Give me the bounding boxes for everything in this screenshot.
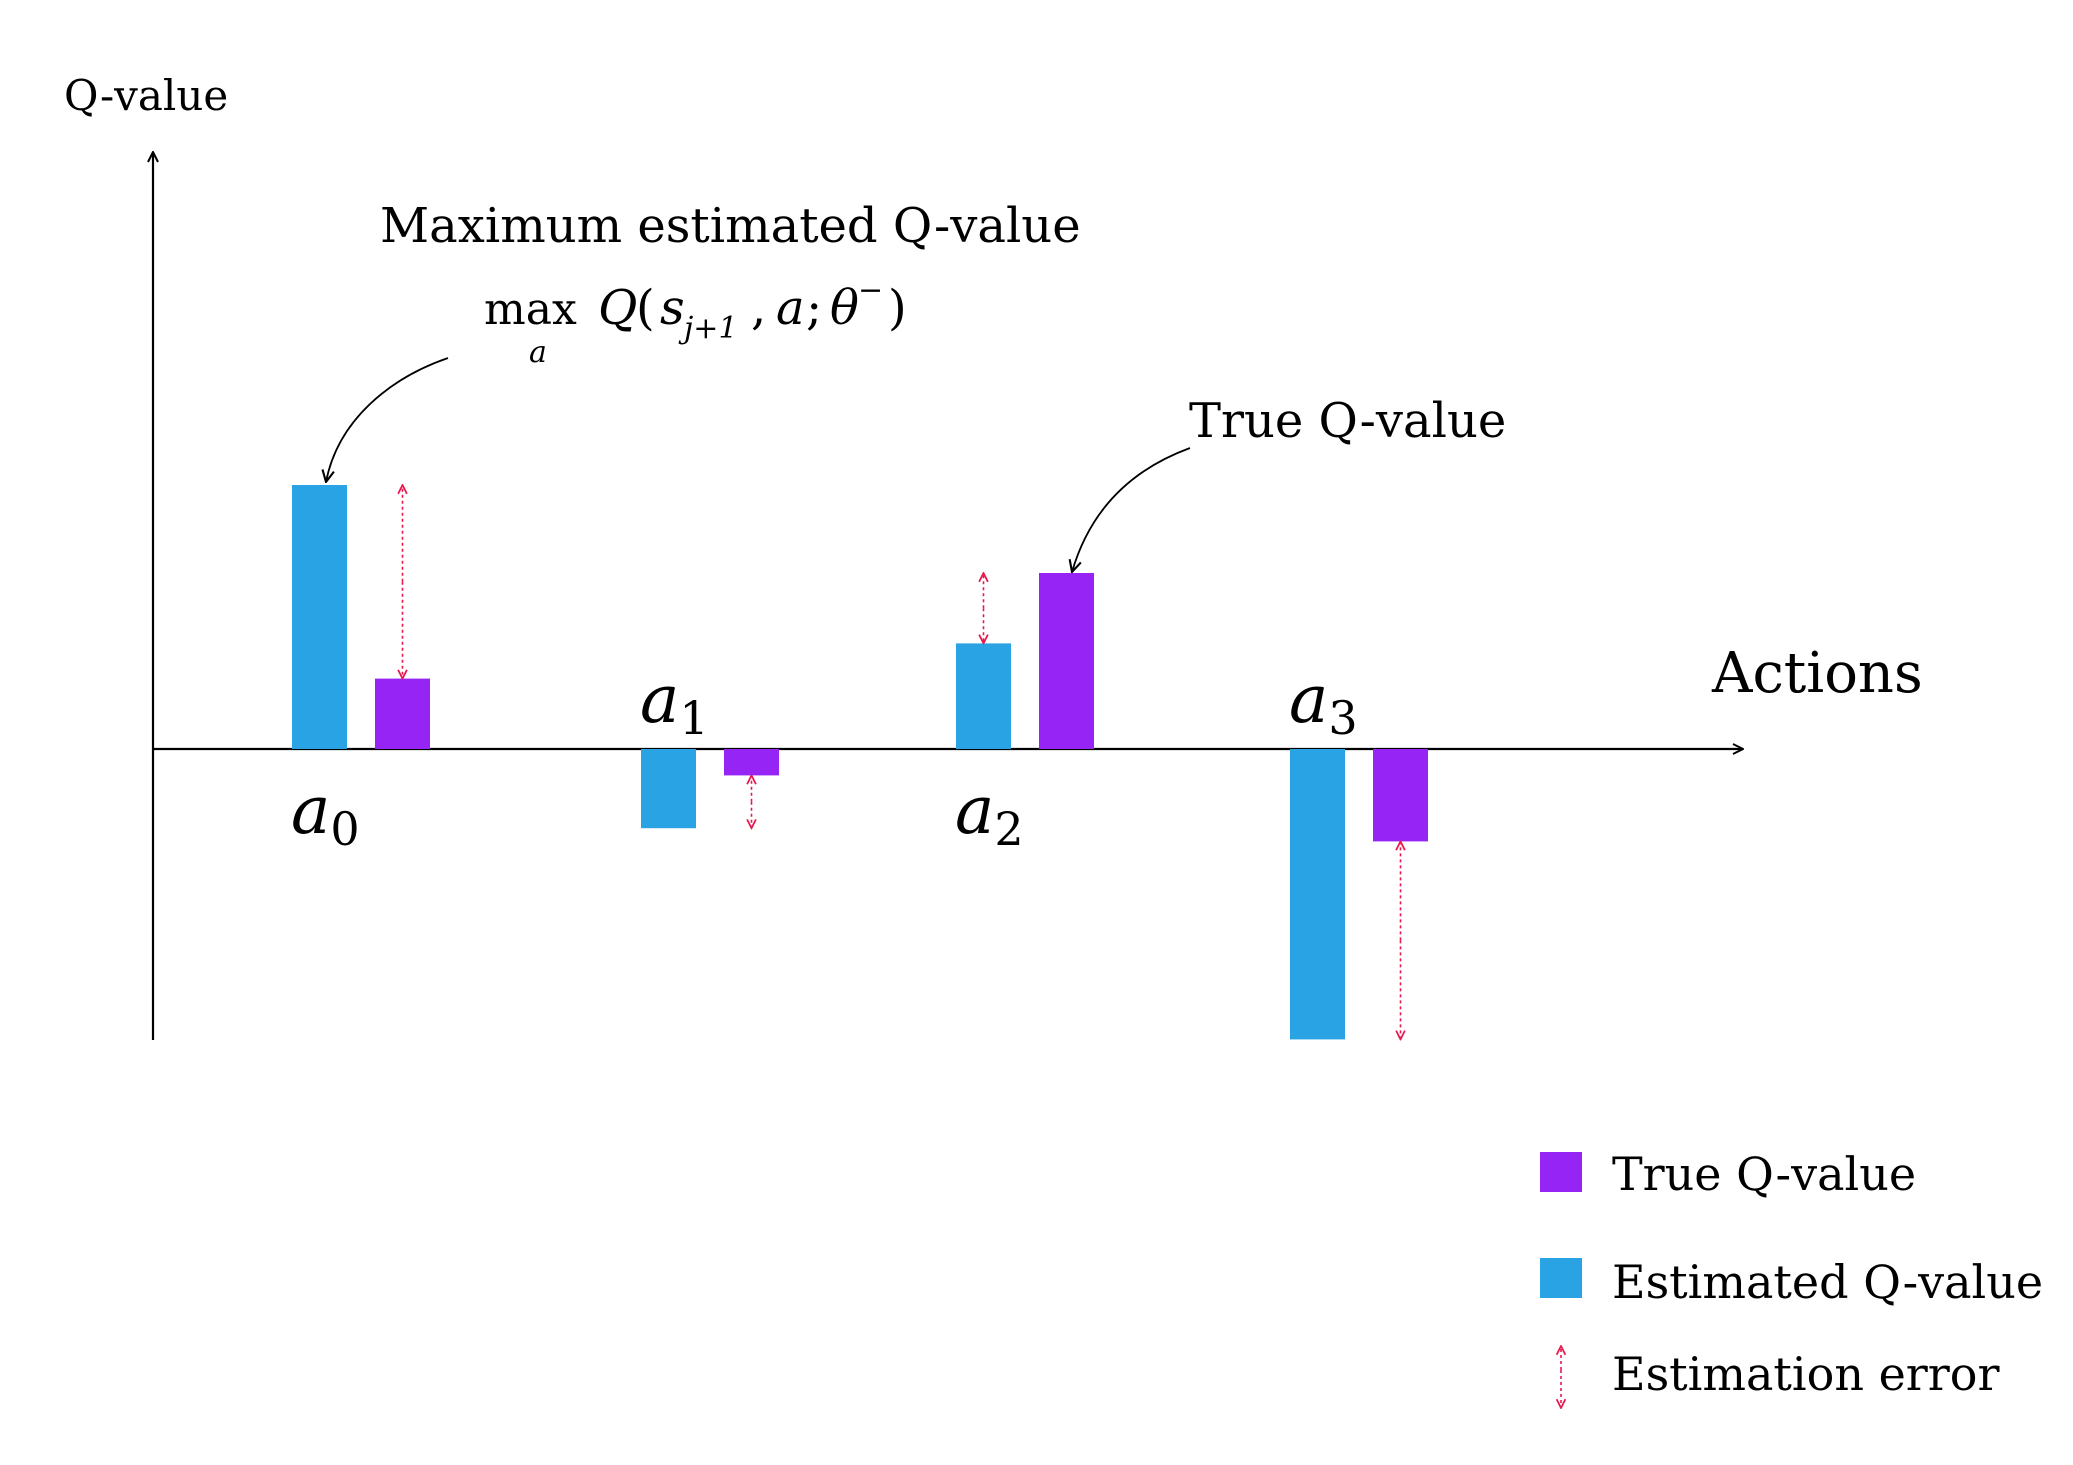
max-operator-subscript: a xyxy=(529,335,547,370)
bar-true-a2 xyxy=(1039,573,1094,749)
category-label-base: a xyxy=(955,772,994,849)
category-label-base: a xyxy=(640,661,679,738)
legend-true-label: True Q-value xyxy=(1612,1147,1916,1201)
bars-group xyxy=(292,485,1428,1040)
true-value-annotation: True Q-value xyxy=(1189,393,1506,449)
formula-theta: θ xyxy=(830,280,859,336)
max-estimate-formula: max a Q ( s j+1 , a ; θ − ) xyxy=(484,273,907,370)
category-label-subscript: 3 xyxy=(1328,691,1357,745)
bar-estimated-a1 xyxy=(641,749,696,829)
category-label-a2: a2 xyxy=(955,772,1024,856)
legend-true-swatch xyxy=(1540,1152,1582,1192)
bar-true-a3 xyxy=(1373,749,1428,842)
category-label-a3: a3 xyxy=(1289,661,1358,745)
bar-estimated-a2 xyxy=(956,643,1011,749)
bar-estimated-a0 xyxy=(292,485,347,749)
x-axis-label: Actions xyxy=(1711,641,1923,706)
bar-true-a0 xyxy=(375,678,430,749)
category-label-subscript: 1 xyxy=(679,691,708,745)
formula-comma-1: , xyxy=(751,280,766,336)
legend-estimated-swatch xyxy=(1540,1258,1582,1298)
category-label-base: a xyxy=(1289,661,1328,738)
max-operator: max xyxy=(484,284,577,335)
max-estimate-annotation-title: Maximum estimated Q-value xyxy=(380,198,1081,254)
formula-theta-superscript: − xyxy=(858,273,883,308)
legend: True Q-value Estimated Q-value Estimatio… xyxy=(1540,1147,2043,1408)
max-estimate-annotation-arrow xyxy=(326,357,449,482)
category-label-subscript: 2 xyxy=(994,802,1023,856)
true-value-annotation-arrow xyxy=(1072,447,1191,572)
formula-s: s xyxy=(660,280,685,336)
category-label-subscript: 0 xyxy=(330,802,359,856)
bar-true-a1 xyxy=(724,749,779,776)
error-arrows-group xyxy=(403,485,1401,1039)
category-label-base: a xyxy=(291,772,330,849)
bar-estimated-a3 xyxy=(1290,749,1345,1040)
formula-semicolon: ; xyxy=(806,280,822,336)
category-label-a0: a0 xyxy=(291,772,360,856)
formula-q: Q xyxy=(598,280,637,336)
formula-close-paren: ) xyxy=(888,280,907,336)
y-axis-label: Q-value xyxy=(64,71,228,120)
category-label-a1: a1 xyxy=(640,661,709,745)
formula-s-subscript: j+1 xyxy=(678,311,738,346)
legend-estimated-label: Estimated Q-value xyxy=(1612,1255,2043,1309)
formula-open-paren: ( xyxy=(636,280,655,336)
formula-a: a xyxy=(776,280,805,336)
legend-error-label: Estimation error xyxy=(1612,1347,1999,1401)
